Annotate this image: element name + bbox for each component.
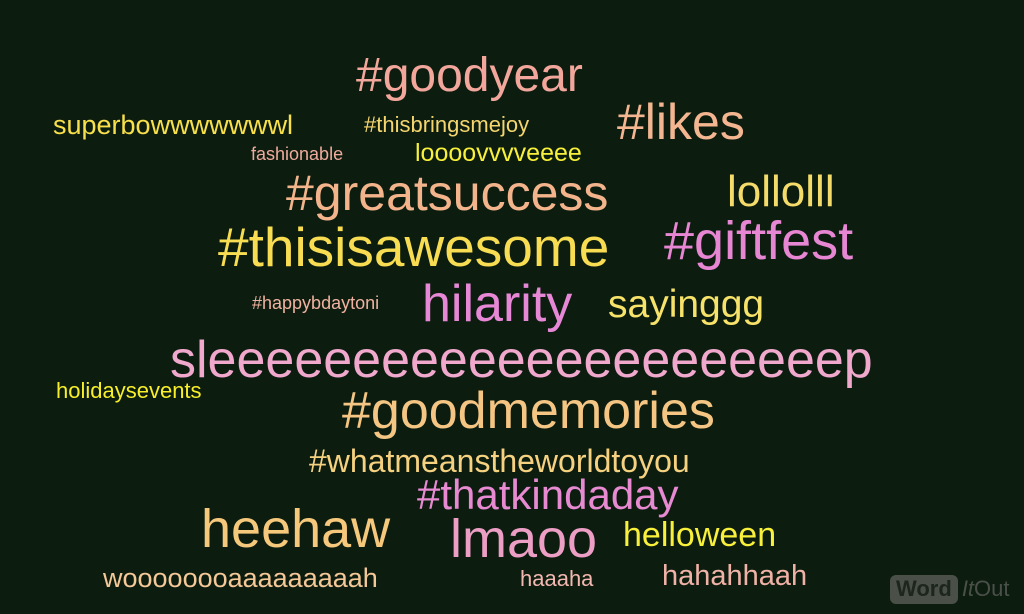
cloud-word: #goodmemories [342,382,715,440]
cloud-word: hilarity [422,275,573,333]
cloud-word: #thisbringsmejoy [364,112,530,137]
cloud-word: hahahhaah [662,560,808,592]
cloud-word: holidaysevents [56,378,202,403]
cloud-word: #likes [617,94,745,150]
cloud-word: haaaha [520,566,594,591]
logo-it-text: It [961,576,975,601]
cloud-word: helloween [623,516,777,554]
cloud-word: #giftfest [664,211,854,271]
cloud-word: sayinggg [608,283,765,326]
wordle-logo[interactable]: Word It Out [890,572,1010,606]
logo-out-text: Out [974,576,1010,601]
cloud-word: sleeeeeeeeeeeeeeeeeeeeeep [170,331,873,389]
cloud-word: lmaoo [450,509,598,569]
cloud-word: superbowwwwwwwl [53,110,294,140]
cloud-word: #goodyear [356,49,583,102]
cloud-word: #whatmeanstheworldtoyou [309,443,690,479]
cloud-word: #thatkindaday [417,471,679,518]
cloud-word: #greatsuccess [286,165,609,221]
cloud-word: loooovvvveeee [415,139,582,167]
cloud-word: heehaw [201,499,391,559]
logo-word-text: Word [890,574,958,604]
cloud-word: #happybdaytoni [252,293,380,313]
cloud-word: woooooooaaaaaaaaah [103,563,378,593]
cloud-word: #thisisawesome [218,216,610,278]
cloud-word: lollolll [727,167,835,216]
cloud-word: fashionable [251,144,344,164]
